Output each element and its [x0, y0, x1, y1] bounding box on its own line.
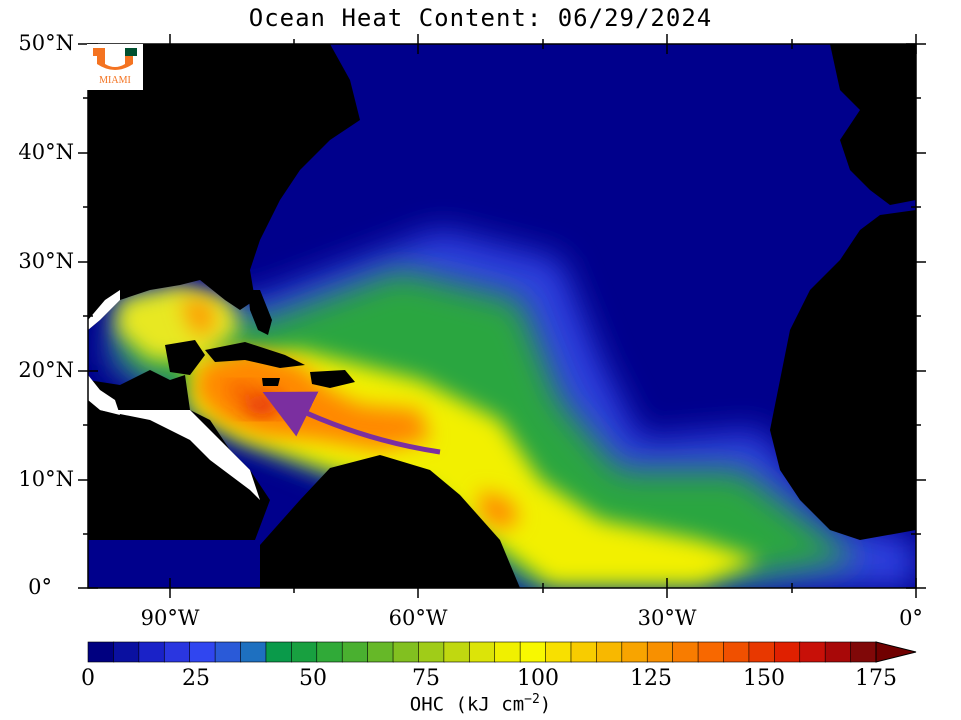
colorbar-segment — [596, 641, 623, 663]
colorbar-tick: 25 — [182, 666, 210, 691]
colorbar-segment — [494, 641, 521, 663]
colorbar — [87, 641, 917, 663]
colorbar-segment — [189, 641, 216, 663]
colorbar-label-close: ) — [539, 693, 552, 716]
colorbar-tick: 75 — [412, 666, 440, 691]
colorbar-segment — [672, 641, 699, 663]
colorbar-label: OHC (kJ cm−2) — [0, 692, 961, 715]
colorbar-segment — [316, 641, 343, 663]
storm-track-arrow — [262, 391, 441, 455]
lon-label-30w: 30°W — [637, 606, 697, 630]
colorbar-segment — [291, 641, 318, 663]
lon-label-0: 0° — [899, 606, 923, 630]
lat-label-20n: 20°N — [18, 358, 74, 382]
u-logo-icon — [93, 48, 137, 70]
colorbar-segment — [392, 641, 420, 663]
colorbar-segment — [138, 641, 166, 663]
colorbar-segment — [113, 641, 140, 663]
colorbar-segment — [799, 641, 826, 663]
colorbar-tick: 175 — [855, 666, 897, 691]
lat-label-10n: 10°N — [18, 467, 74, 491]
colorbar-tick: 100 — [517, 666, 559, 691]
colorbar-tick: 150 — [743, 666, 785, 691]
colorbar-segment — [545, 641, 572, 663]
colorbar-segment — [341, 641, 369, 663]
colorbar-segment — [443, 641, 471, 663]
lon-label-90w: 90°W — [140, 606, 200, 630]
colorbar-segment — [240, 641, 267, 663]
colorbar-segment — [621, 641, 649, 663]
colorbar-segment — [265, 641, 293, 663]
miami-logo: MIAMI — [87, 44, 143, 90]
colorbar-segment — [87, 641, 115, 663]
lat-ticks — [78, 43, 926, 589]
colorbar-segment — [418, 641, 445, 663]
colorbar-tick: 50 — [299, 666, 327, 691]
land-masses — [88, 44, 916, 588]
colorbar-segment — [468, 641, 496, 663]
colorbar-segment — [163, 641, 191, 663]
lat-label-30n: 30°N — [18, 249, 74, 273]
colorbar-segment — [748, 641, 776, 663]
lat-label-50n: 50°N — [18, 31, 74, 55]
map-title: Ocean Heat Content: 06/29/2024 — [248, 4, 713, 32]
lat-label-0: 0° — [28, 575, 52, 599]
lat-label-40n: 40°N — [18, 140, 74, 164]
lon-ticks — [169, 34, 917, 598]
colorbar-overflow-triangle — [875, 641, 917, 663]
colorbar-segment — [824, 641, 852, 663]
logo-text: MIAMI — [99, 75, 131, 86]
colorbar-label-text: OHC (kJ cm — [409, 693, 525, 716]
colorbar-segment — [570, 641, 598, 663]
colorbar-segment — [850, 641, 877, 663]
colorbar-segment — [697, 641, 725, 663]
colorbar-segment — [367, 641, 394, 663]
colorbar-tick: 125 — [630, 666, 672, 691]
colorbar-segment — [774, 641, 801, 663]
colorbar-segment — [519, 641, 547, 663]
colorbar-segment — [214, 641, 242, 663]
colorbar-segment — [723, 641, 750, 663]
colorbar-tick: 0 — [81, 666, 95, 691]
colorbar-segment — [646, 641, 674, 663]
no-data-fringe — [88, 290, 260, 500]
lon-label-60w: 60°W — [388, 606, 448, 630]
colorbar-label-exponent: −2 — [524, 692, 540, 707]
